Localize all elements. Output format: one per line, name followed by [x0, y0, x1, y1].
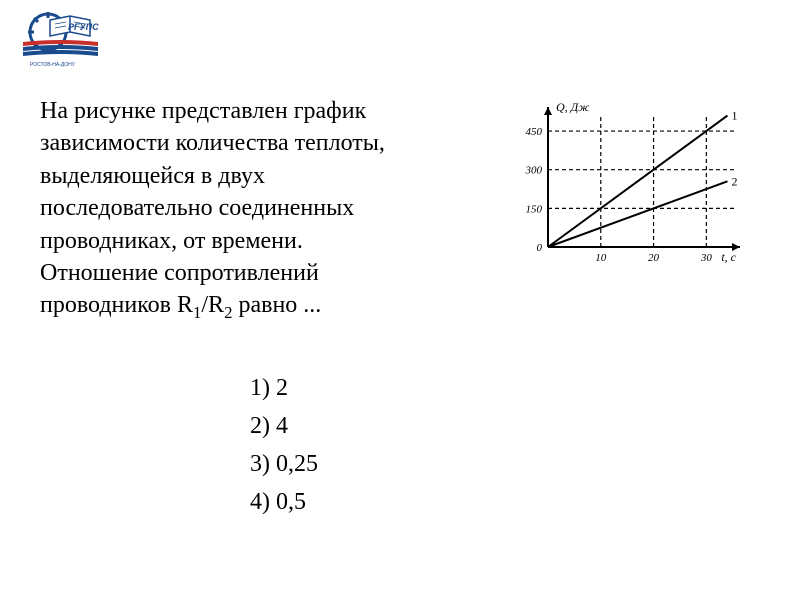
svg-text:10: 10: [595, 252, 607, 264]
svg-text:t, с: t, с: [721, 250, 736, 264]
svg-text:1: 1: [731, 109, 737, 123]
svg-text:Q, Дж: Q, Дж: [556, 100, 589, 114]
svg-text:30: 30: [700, 252, 713, 264]
svg-text:РГУПС: РГУПС: [68, 22, 99, 32]
answer-option: 2) 4: [250, 408, 318, 444]
heat-vs-time-chart: 0 150 300 450 10 20 30 Q, Дж t, с 1 2: [500, 95, 750, 275]
question-line: проводниках, от времени.: [40, 228, 303, 254]
question-line: На рисунке представлен график: [40, 98, 366, 124]
svg-text:2: 2: [731, 174, 737, 188]
question-line: Отношение сопротивлений: [40, 260, 319, 286]
answer-options: 1) 2 2) 4 3) 0,25 4) 0,5: [250, 370, 318, 522]
question-line-prefix: проводников R: [40, 292, 193, 318]
university-logo: РГУПС РОСТОВ-НА-ДОНУ: [20, 10, 110, 70]
answer-option: 3) 0,25: [250, 446, 318, 482]
svg-text:20: 20: [648, 252, 660, 264]
answer-option: 4) 0,5: [250, 484, 318, 520]
question-line: зависимости количества теплоты,: [40, 130, 385, 156]
svg-text:РОСТОВ-НА-ДОНУ: РОСТОВ-НА-ДОНУ: [30, 62, 76, 68]
question-line-suffix: равно ...: [232, 292, 321, 318]
svg-text:150: 150: [526, 203, 543, 215]
svg-text:0: 0: [537, 242, 543, 254]
question-line: последовательно соединенных: [40, 195, 354, 221]
question-line: выделяющейся в двух: [40, 163, 265, 189]
question-line-mid: /R: [201, 292, 224, 318]
question-text: На рисунке представлен график зависимост…: [40, 95, 480, 325]
svg-text:450: 450: [526, 126, 543, 138]
answer-option: 1) 2: [250, 370, 318, 406]
svg-text:300: 300: [525, 165, 543, 177]
